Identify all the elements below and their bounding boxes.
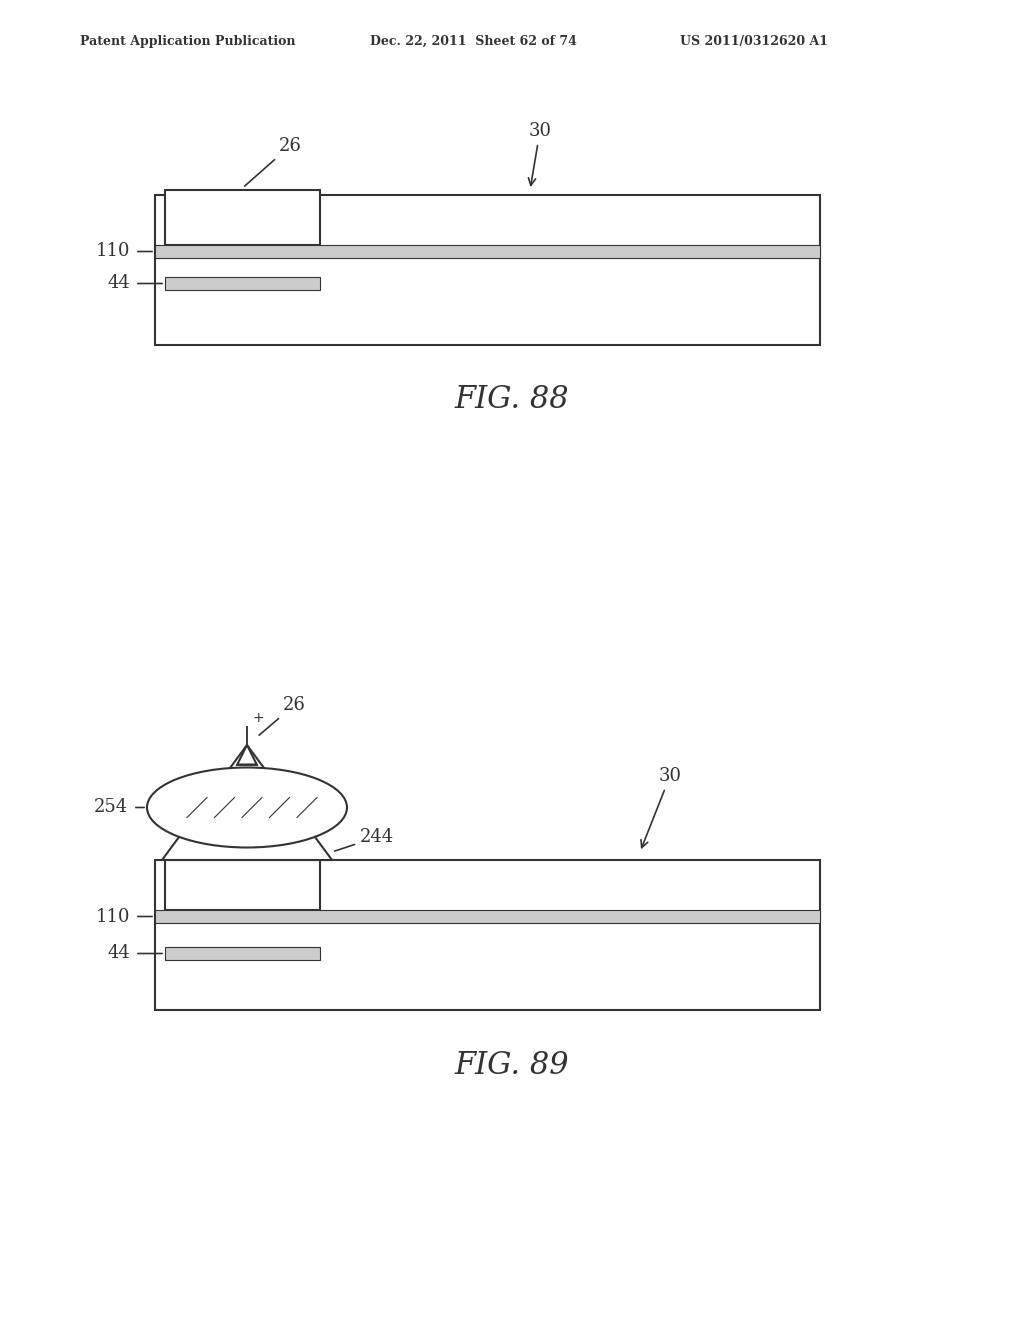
Text: 30: 30 bbox=[528, 121, 552, 185]
Text: FIG. 88: FIG. 88 bbox=[455, 384, 569, 416]
Text: FIG. 89: FIG. 89 bbox=[455, 1049, 569, 1081]
Text: 30: 30 bbox=[641, 767, 682, 847]
Polygon shape bbox=[162, 744, 332, 861]
Text: 110: 110 bbox=[95, 908, 130, 925]
Bar bbox=[165, 946, 319, 960]
Bar bbox=[155, 909, 820, 923]
Bar bbox=[155, 861, 820, 1010]
Text: 110: 110 bbox=[95, 243, 130, 260]
Ellipse shape bbox=[147, 767, 347, 847]
Text: Dec. 22, 2011  Sheet 62 of 74: Dec. 22, 2011 Sheet 62 of 74 bbox=[370, 36, 577, 48]
Bar bbox=[155, 246, 820, 257]
Text: 244: 244 bbox=[335, 828, 394, 851]
Text: 26: 26 bbox=[245, 137, 301, 186]
Text: 254: 254 bbox=[94, 799, 128, 817]
Text: +: + bbox=[252, 711, 264, 725]
Bar bbox=[165, 277, 319, 290]
Text: 26: 26 bbox=[259, 696, 306, 735]
Text: 44: 44 bbox=[108, 275, 130, 293]
Bar bbox=[165, 861, 319, 909]
Text: Patent Application Publication: Patent Application Publication bbox=[80, 36, 296, 48]
Bar bbox=[165, 190, 319, 246]
Polygon shape bbox=[238, 744, 257, 764]
Text: 44: 44 bbox=[108, 945, 130, 962]
Bar bbox=[155, 195, 820, 345]
Text: US 2011/0312620 A1: US 2011/0312620 A1 bbox=[680, 36, 828, 48]
